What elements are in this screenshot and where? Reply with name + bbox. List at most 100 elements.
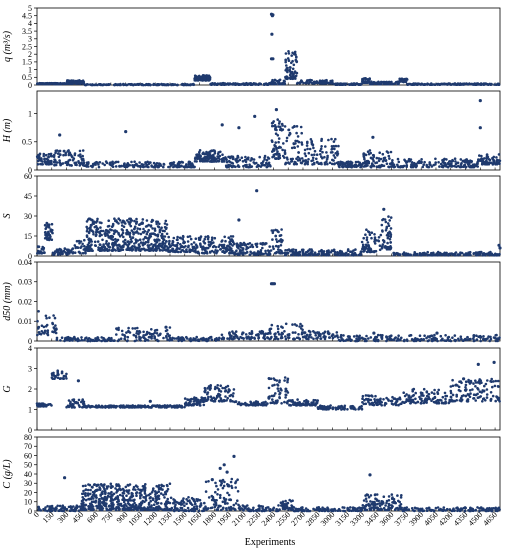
y-tick-label: 2 <box>28 385 32 394</box>
data-point <box>156 239 159 242</box>
data-point <box>139 228 142 231</box>
data-point <box>374 162 377 165</box>
data-point <box>191 162 194 165</box>
data-point <box>454 82 457 85</box>
data-point <box>383 165 386 168</box>
data-point <box>280 337 283 340</box>
data-point <box>268 157 271 160</box>
data-point <box>334 335 337 338</box>
y-tick-label: 1 <box>28 109 32 118</box>
data-point <box>266 336 269 339</box>
data-point <box>233 388 236 391</box>
data-point <box>172 250 175 253</box>
data-point <box>479 340 482 343</box>
data-point <box>316 161 319 164</box>
data-point <box>388 224 391 227</box>
data-point <box>98 231 101 234</box>
data-point <box>384 218 387 221</box>
data-point <box>448 253 451 256</box>
data-point <box>397 334 400 337</box>
data-point <box>311 154 314 157</box>
data-point <box>46 225 49 228</box>
data-point <box>451 252 454 255</box>
data-point <box>81 243 84 246</box>
data-point <box>86 220 89 223</box>
data-point <box>71 156 74 159</box>
data-point <box>339 161 342 164</box>
data-point <box>420 254 423 257</box>
data-point <box>419 334 422 337</box>
data-point <box>45 154 48 157</box>
data-point <box>392 338 395 341</box>
data-point <box>497 83 500 86</box>
data-point <box>245 160 248 163</box>
data-point <box>75 81 78 84</box>
data-point <box>363 156 366 159</box>
data-point <box>274 141 277 144</box>
data-point <box>441 159 444 162</box>
data-point <box>345 252 348 255</box>
data-point <box>89 405 92 408</box>
data-point <box>334 251 337 254</box>
y-tick-label: 1 <box>28 405 32 414</box>
data-point <box>312 338 315 341</box>
data-point <box>262 404 265 407</box>
data-point <box>281 333 284 336</box>
data-point <box>312 159 315 162</box>
data-point <box>341 83 344 86</box>
data-point <box>400 337 403 340</box>
data-point <box>80 336 83 339</box>
data-point <box>342 334 345 337</box>
data-point <box>213 83 216 86</box>
data-point <box>126 219 129 222</box>
data-point <box>39 153 42 156</box>
data-point <box>211 150 214 153</box>
data-point <box>321 250 324 253</box>
data-point <box>183 250 186 253</box>
data-point <box>61 336 64 339</box>
data-point <box>230 247 233 250</box>
data-point <box>230 337 233 340</box>
data-point <box>423 334 426 337</box>
data-point <box>216 384 219 387</box>
data-point <box>347 254 350 257</box>
data-point <box>141 163 144 166</box>
data-point <box>37 246 40 249</box>
data-point <box>253 115 256 118</box>
data-point <box>331 163 334 166</box>
data-point <box>251 158 254 161</box>
data-point <box>338 164 341 167</box>
data-point <box>291 147 294 150</box>
data-point <box>438 165 441 168</box>
data-point <box>274 392 277 395</box>
data-point <box>290 253 293 256</box>
data-point <box>130 83 133 86</box>
data-point <box>84 84 87 87</box>
data-point <box>94 241 97 244</box>
data-point <box>358 161 361 164</box>
data-point <box>309 248 312 251</box>
data-point <box>209 251 212 254</box>
data-point <box>117 249 120 252</box>
data-point <box>42 248 45 251</box>
data-point <box>328 82 331 85</box>
data-point <box>408 159 411 162</box>
data-point <box>166 223 169 226</box>
data-point <box>232 392 235 395</box>
data-point <box>142 243 145 246</box>
data-point <box>391 159 394 162</box>
data-point <box>398 78 401 81</box>
data-point <box>99 235 102 238</box>
data-point <box>229 241 232 244</box>
data-point <box>291 323 294 326</box>
data-point <box>104 248 107 251</box>
data-point <box>317 253 320 256</box>
data-point <box>373 233 376 236</box>
data-point <box>380 81 383 84</box>
data-point <box>263 334 266 337</box>
data-point <box>229 335 232 338</box>
data-point <box>183 406 186 409</box>
data-point <box>494 337 497 340</box>
data-point <box>173 244 176 247</box>
data-point <box>55 327 58 330</box>
